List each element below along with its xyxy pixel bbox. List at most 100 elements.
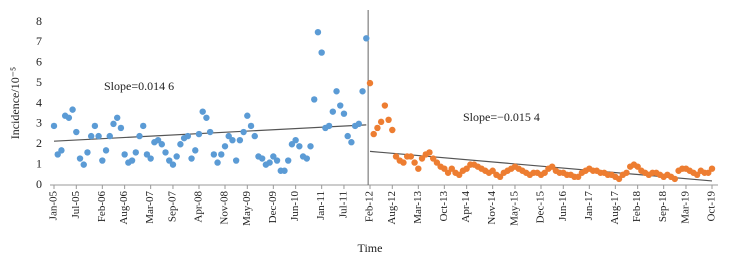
data-point xyxy=(177,141,184,148)
x-tick-label: Oct-19 xyxy=(706,191,718,222)
x-axis-label: Time xyxy=(358,241,383,255)
data-point xyxy=(285,157,292,164)
x-tick-label: Jan-11 xyxy=(315,191,327,220)
x-tick-label: Sep-07 xyxy=(166,191,178,223)
data-point xyxy=(415,165,422,172)
data-point xyxy=(273,157,281,164)
data-point xyxy=(58,147,65,154)
data-point xyxy=(140,122,147,130)
data-point xyxy=(270,153,277,160)
x-tick-label: Oct-13 xyxy=(438,191,450,222)
x-tick-label: Feb-18 xyxy=(631,191,643,223)
data-point xyxy=(705,169,712,176)
data-point xyxy=(634,163,641,170)
data-point xyxy=(400,159,407,166)
data-point xyxy=(433,159,441,166)
data-point xyxy=(218,151,225,158)
data-point xyxy=(708,165,716,172)
data-point xyxy=(693,171,701,179)
data-point xyxy=(229,136,236,144)
data-point xyxy=(314,28,322,36)
x-tick-label: Feb-12 xyxy=(364,191,376,222)
x-tick-label: Nov-14 xyxy=(486,191,498,225)
x-tick-label: Sep-18 xyxy=(657,191,669,223)
x-tick-label: Jul-05 xyxy=(70,191,82,219)
data-point xyxy=(84,149,91,156)
data-point xyxy=(210,151,218,158)
data-point xyxy=(418,155,426,162)
data-point xyxy=(333,88,340,95)
data-point xyxy=(143,151,151,158)
x-tick-label: Feb-06 xyxy=(96,191,108,223)
data-point xyxy=(106,132,113,140)
data-point xyxy=(50,122,58,130)
data-point xyxy=(240,128,247,136)
data-point xyxy=(80,161,87,168)
data-point xyxy=(329,108,337,115)
data-point xyxy=(203,114,210,121)
data-point xyxy=(392,153,400,160)
x-tick-label: Mar-13 xyxy=(412,191,424,224)
y-tick-label: 2 xyxy=(36,136,42,150)
data-point xyxy=(99,157,106,164)
data-point xyxy=(69,106,76,113)
data-point xyxy=(348,139,355,146)
x-tick-label: Apr-14 xyxy=(460,191,472,223)
annotation: Slope=0.014 6 xyxy=(104,79,174,93)
y-tick-label: 0 xyxy=(36,177,42,191)
data-point xyxy=(381,102,389,109)
data-point xyxy=(548,163,556,170)
x-tick-label: May-09 xyxy=(241,191,253,226)
x-tick-label: Jan-05 xyxy=(48,191,60,221)
x-tick-label: Aug-17 xyxy=(609,191,621,225)
data-point xyxy=(374,124,381,132)
data-point xyxy=(463,165,470,172)
data-point xyxy=(623,169,630,176)
x-tick-label: Aug-12 xyxy=(386,191,398,225)
data-point xyxy=(199,108,206,115)
y-axis-label: Incidence/10⁻⁵ xyxy=(8,67,22,140)
data-point xyxy=(87,132,95,140)
data-point xyxy=(113,114,121,121)
data-point xyxy=(355,120,363,128)
x-tick-label: Mar-07 xyxy=(144,191,156,224)
data-point xyxy=(91,122,99,130)
data-point xyxy=(166,157,173,164)
data-point xyxy=(489,167,496,174)
data-point xyxy=(385,116,392,124)
x-tick-label: Dec-15 xyxy=(535,191,547,224)
data-point xyxy=(429,155,437,162)
y-tick-label: 6 xyxy=(36,55,42,69)
data-point xyxy=(370,130,377,138)
data-point xyxy=(117,124,125,132)
data-point xyxy=(359,88,366,95)
data-point xyxy=(307,143,314,150)
data-point xyxy=(162,149,169,156)
x-tick-label: Jan-17 xyxy=(583,191,595,221)
data-point xyxy=(318,49,325,56)
data-point xyxy=(444,169,452,176)
data-point xyxy=(448,165,455,172)
data-point xyxy=(214,159,221,166)
data-point xyxy=(456,171,463,179)
data-point xyxy=(541,169,548,176)
data-point xyxy=(221,143,229,150)
data-point xyxy=(188,155,195,162)
data-point xyxy=(441,165,448,172)
data-point xyxy=(65,114,73,121)
data-point xyxy=(225,132,232,140)
x-tick-label: Apr-08 xyxy=(193,191,205,223)
y-tick-label: 5 xyxy=(36,75,42,89)
data-point xyxy=(76,155,84,162)
x-tick-label: Nov-08 xyxy=(219,191,231,225)
y-tick-label: 8 xyxy=(36,14,42,28)
data-point xyxy=(366,79,374,87)
data-point xyxy=(258,155,266,162)
data-point xyxy=(363,35,370,42)
data-point xyxy=(281,167,288,174)
data-point xyxy=(102,147,110,154)
y-tick-label: 4 xyxy=(36,95,42,109)
data-point xyxy=(206,128,214,136)
data-point xyxy=(574,173,582,181)
